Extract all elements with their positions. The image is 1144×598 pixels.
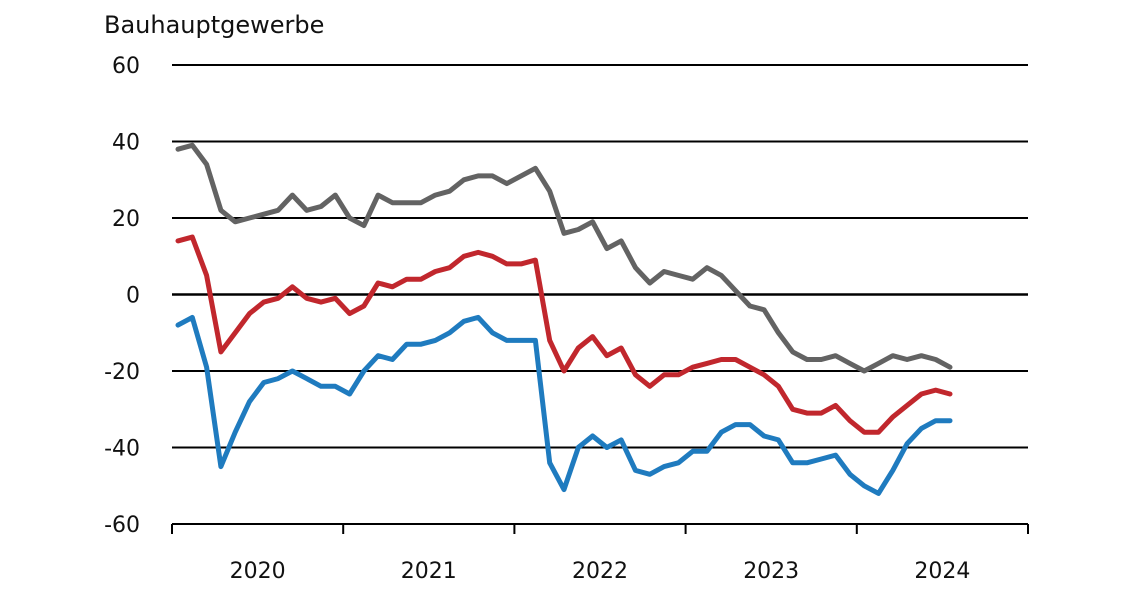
y-tick-label: -60 (104, 513, 140, 538)
series-line-1 (175, 142, 953, 374)
x-tick-label: 2022 (572, 559, 628, 584)
y-axis-tick-labels: 60 40 20 0 -20 -40 -60 (104, 54, 140, 538)
x-tick-label: 2023 (743, 559, 799, 584)
x-tick-label: 2021 (401, 559, 457, 584)
series-lines (175, 142, 953, 496)
y-tick-label: -40 (104, 437, 140, 462)
y-tick-label: 0 (126, 284, 140, 309)
x-tick-label: 2024 (914, 559, 970, 584)
y-tick-label: 20 (112, 207, 140, 232)
y-tick-label: -20 (104, 360, 140, 385)
x-axis (171, 523, 1029, 534)
gridlines (172, 64, 1028, 449)
series-line-2 (175, 234, 953, 435)
y-tick-label: 40 (112, 131, 140, 156)
series-line-3 (175, 314, 953, 496)
x-axis-tick-labels: 2020 2021 2022 2023 2024 (230, 559, 971, 584)
x-tick-label: 2020 (230, 559, 286, 584)
chart-title: Bauhauptgewerbe (104, 11, 324, 39)
y-tick-label: 60 (112, 54, 140, 79)
